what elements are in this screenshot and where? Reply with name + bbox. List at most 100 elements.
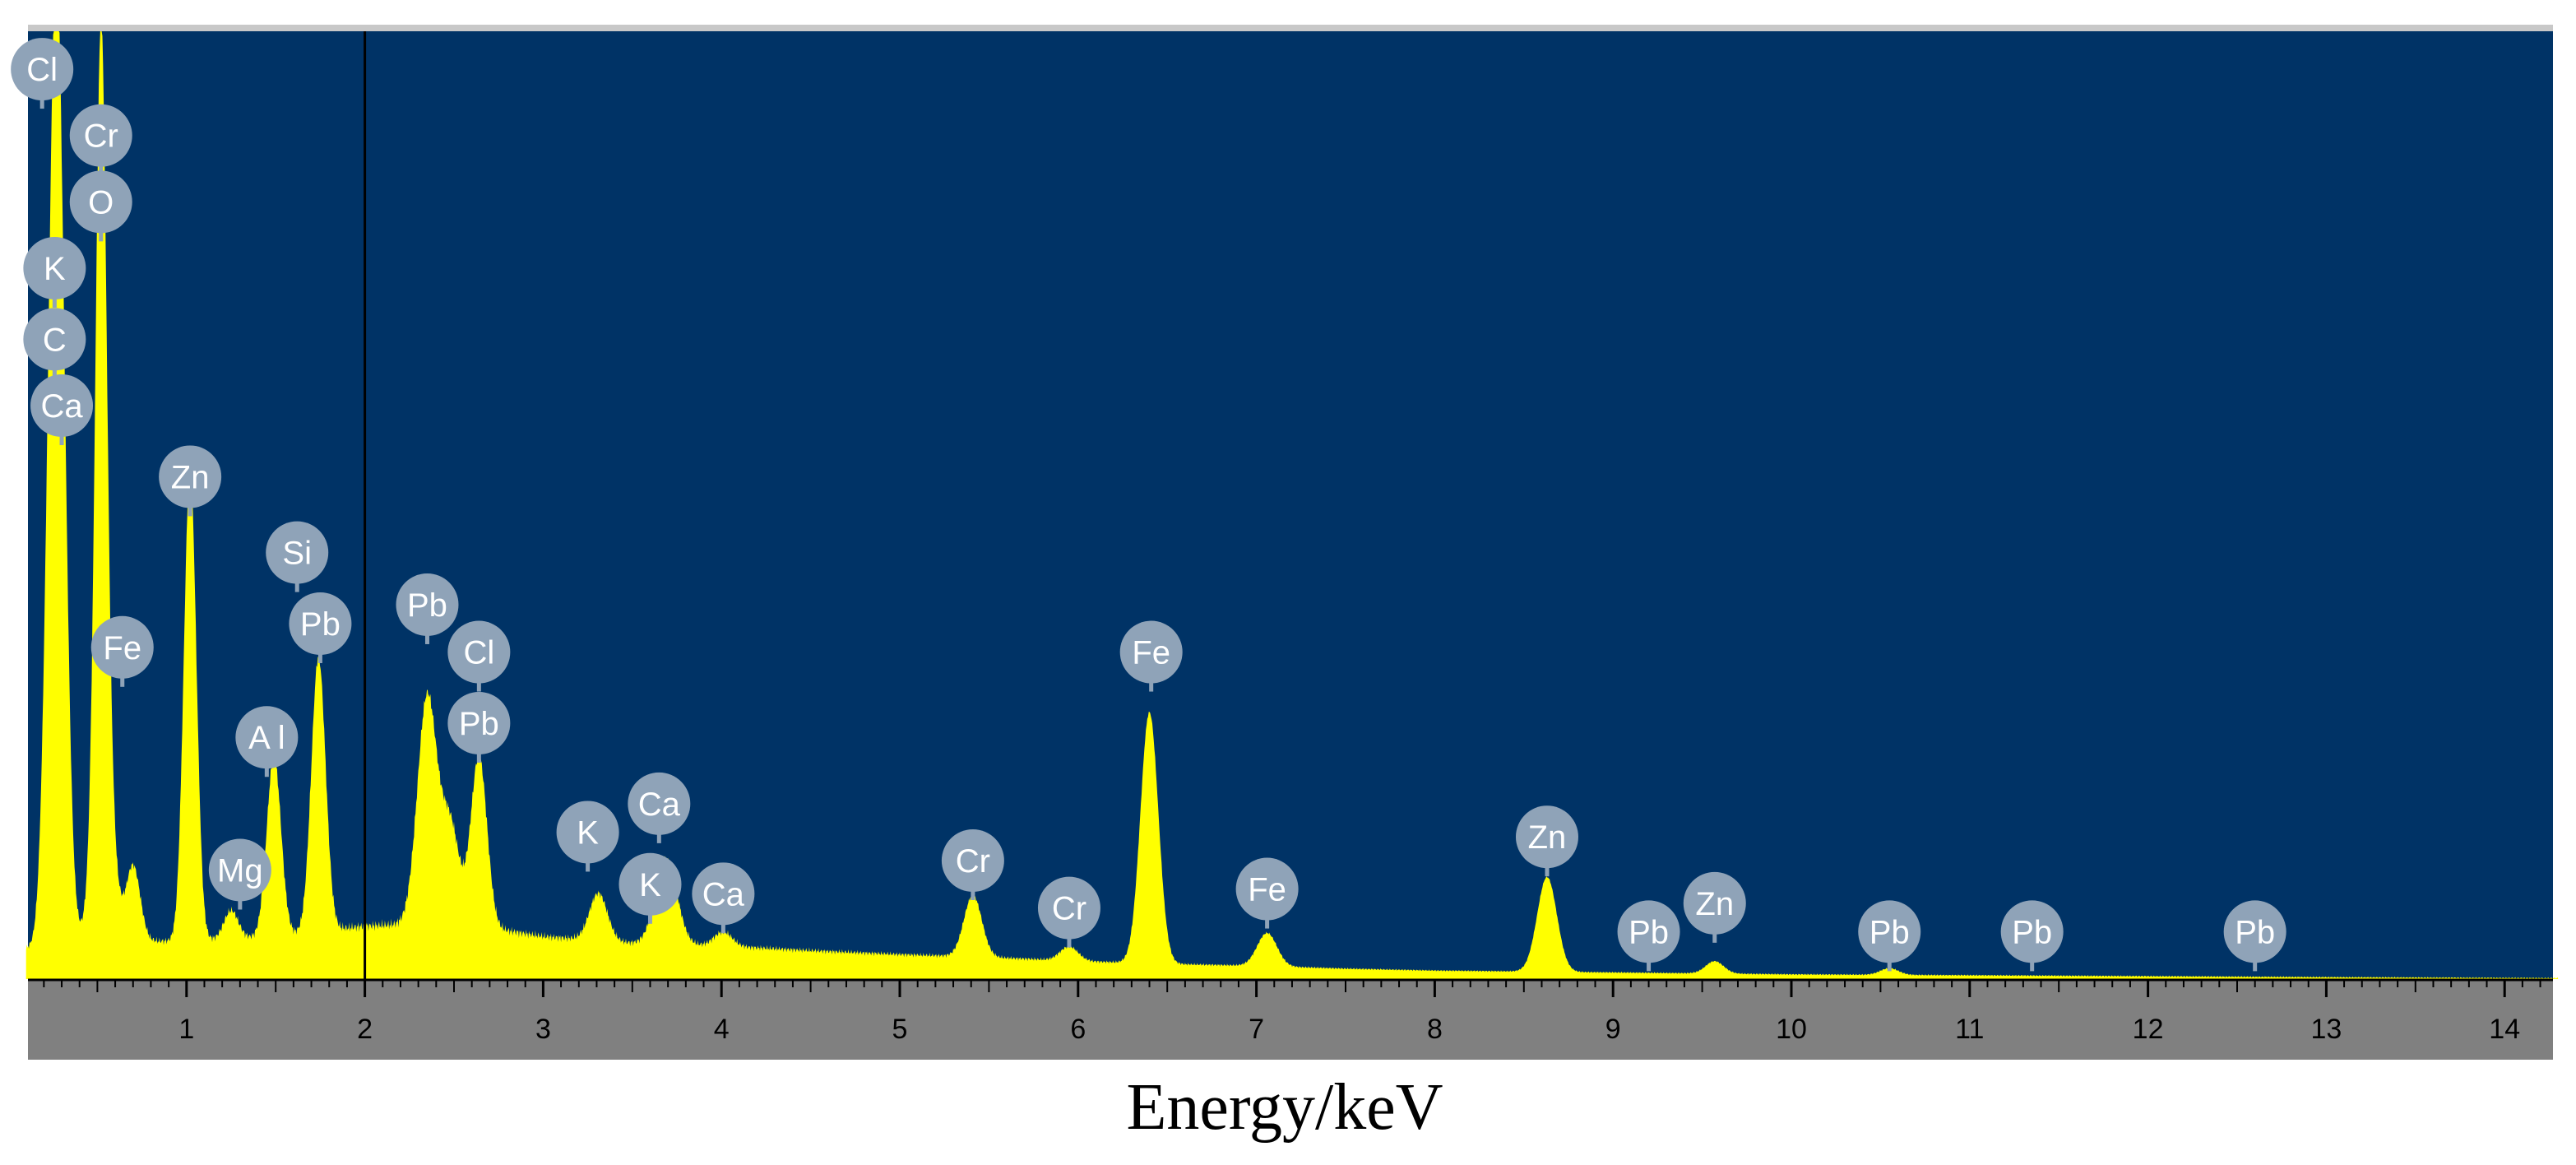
- peak-label-bubble: [23, 308, 86, 371]
- x-axis-ticks: 1 2 3 4 5 6 7 8 9 10 11 12 13 14: [43, 979, 2541, 1045]
- peak-label-text: C: [43, 322, 67, 358]
- x-tick-label: 3: [535, 1014, 551, 1045]
- peak-label-bubble: [1037, 876, 1100, 940]
- peak-label: Pb: [289, 592, 352, 663]
- peak-label-bubble: [396, 573, 459, 636]
- peak-label: Cr: [1037, 876, 1100, 948]
- peak-label: Fe: [1119, 620, 1183, 692]
- plot-background: [28, 31, 2553, 979]
- peak-label-text: Zn: [171, 459, 210, 495]
- peak-label-bubble: [1858, 900, 1921, 963]
- peak-label: Zn: [1683, 871, 1746, 943]
- peak-label-bubble: [159, 445, 222, 508]
- peak-label-text: Ca: [702, 876, 745, 912]
- peak-label-bubble: [208, 838, 271, 902]
- peak-label: A l: [235, 706, 299, 777]
- top-border: [28, 25, 2553, 31]
- x-tick-label: 14: [2489, 1014, 2520, 1045]
- peak-label-bubble: [1683, 871, 1746, 935]
- peak-label-bubble: [69, 104, 132, 167]
- x-tick-label: 12: [2133, 1014, 2164, 1045]
- peak-label-text: Pb: [459, 706, 499, 742]
- x-tick-label: 9: [1605, 1014, 1621, 1045]
- peak-label-bubble: [11, 38, 74, 101]
- peak-label-bubble: [69, 170, 132, 234]
- peak-label: Cr: [69, 104, 132, 175]
- peak-label-text: Pb: [1629, 914, 1669, 950]
- x-tick-label: 13: [2310, 1014, 2342, 1045]
- peak-label: Ca: [30, 374, 94, 446]
- peak-label-bubble: [556, 801, 619, 864]
- peak-label-bubble: [619, 852, 682, 916]
- peak-label-bubble: [2223, 900, 2286, 963]
- x-tick-label: 1: [178, 1014, 194, 1045]
- peak-label-bubble: [941, 829, 1004, 892]
- peak-label-bubble: [2000, 900, 2064, 963]
- x-tick-label: 2: [357, 1014, 373, 1045]
- peak-label-text: Pb: [1869, 914, 1910, 950]
- peak-label: Pb: [2000, 900, 2064, 972]
- peak-label: Cr: [941, 829, 1004, 900]
- spectrum-area: [25, 31, 2559, 979]
- peak-label: C: [23, 308, 86, 379]
- x-tick-label: 5: [892, 1014, 908, 1045]
- spectrum-layer: [25, 31, 2559, 979]
- peak-label: K: [619, 852, 682, 924]
- x-tick-label: 6: [1070, 1014, 1086, 1045]
- peak-label-text: A l: [248, 720, 285, 756]
- peak-label-text: Pb: [2012, 914, 2052, 950]
- peak-label: Pb: [396, 573, 459, 644]
- peak-label: Fe: [90, 615, 154, 687]
- peak-label: K: [556, 801, 619, 872]
- peak-label: Si: [266, 521, 329, 592]
- peak-label-bubble: [692, 862, 755, 926]
- peak-label-text: K: [639, 867, 661, 903]
- x-tick-label: 7: [1249, 1014, 1264, 1045]
- peak-label-bubble: [235, 706, 299, 769]
- peak-label-bubble: [266, 521, 329, 584]
- peak-label-text: Pb: [407, 587, 447, 624]
- peak-label-text: K: [44, 251, 66, 287]
- peak-label-bubble: [1515, 805, 1578, 869]
- peak-label-text: Pb: [2235, 914, 2275, 950]
- peak-label-text: Zn: [1695, 886, 1734, 922]
- peak-label-text: Ca: [40, 388, 83, 425]
- peak-label: Cl: [447, 620, 511, 692]
- peak-label-bubble: [23, 237, 86, 299]
- peak-label-text: Cl: [26, 52, 58, 88]
- peak-label-text: Zn: [1528, 819, 1567, 856]
- peak-label: Zn: [159, 445, 222, 517]
- peak-label-bubble: [447, 620, 511, 684]
- peak-label-text: Mg: [217, 853, 263, 889]
- x-tick-label: 11: [1955, 1014, 1984, 1045]
- peak-label: Mg: [208, 838, 271, 910]
- peak-label: Pb: [1617, 900, 1680, 972]
- peak-label: Ca: [692, 862, 755, 934]
- peak-label: Zn: [1515, 805, 1578, 877]
- x-tick-label: 8: [1427, 1014, 1443, 1045]
- peak-label-bubble: [90, 615, 154, 679]
- peak-label: Pb: [447, 691, 511, 763]
- peak-label: Ca: [628, 772, 691, 843]
- peak-label-text: Fe: [1132, 635, 1170, 671]
- peak-label-text: Si: [282, 536, 312, 572]
- peak-label-text: Ca: [638, 787, 681, 823]
- x-axis-title: Energy/keV: [1126, 1071, 1443, 1144]
- peak-label-text: O: [88, 184, 114, 220]
- peak-label-bubble: [1235, 857, 1299, 921]
- peak-label-text: Fe: [1248, 872, 1286, 908]
- peak-label-text: Pb: [300, 606, 341, 643]
- peak-label-bubble: [1617, 900, 1680, 963]
- peak-label: Pb: [1858, 900, 1921, 972]
- peak-label-text: Cr: [84, 118, 118, 155]
- x-axis-band: [28, 979, 2553, 1060]
- peak-label-text: Fe: [103, 630, 141, 666]
- peak-label: Cl: [11, 38, 74, 109]
- peak-label-text: K: [577, 815, 599, 851]
- peak-label: K: [23, 237, 86, 308]
- x-tick-label: 4: [714, 1014, 730, 1045]
- peak-label: Pb: [2223, 900, 2286, 972]
- peak-label-text: Cr: [956, 843, 990, 880]
